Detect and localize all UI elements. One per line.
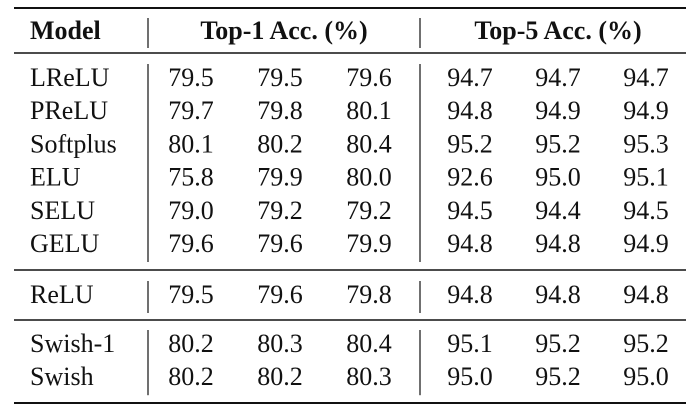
accuracy-cell: 79.6: [346, 63, 392, 92]
accuracy-cell: 94.5: [447, 196, 493, 225]
accuracy-cell: 94.9: [623, 96, 669, 125]
accuracy-cell: 95.0: [447, 362, 493, 391]
accuracy-cell: 95.2: [535, 362, 581, 391]
model-name: PReLU: [30, 96, 108, 125]
accuracy-cell: 94.8: [447, 229, 493, 258]
accuracy-cell: 80.3: [257, 329, 303, 358]
accuracy-cell: 80.4: [346, 129, 392, 158]
model-name: GELU: [30, 229, 100, 258]
model-name: Softplus: [30, 129, 117, 158]
accuracy-cell: 80.3: [346, 362, 392, 391]
accuracy-cell: 79.5: [257, 63, 303, 92]
model-name: Swish-1: [30, 329, 115, 358]
accuracy-cell: 79.0: [168, 196, 214, 225]
accuracy-cell: 80.2: [257, 129, 303, 158]
accuracy-cell: 95.2: [535, 129, 581, 158]
accuracy-cell: 94.8: [535, 229, 581, 258]
model-name: ReLU: [30, 280, 94, 309]
accuracy-cell: 79.9: [257, 163, 303, 192]
accuracy-cell: 95.0: [623, 362, 669, 391]
accuracy-cell: 80.2: [257, 362, 303, 391]
accuracy-cell: 79.6: [257, 229, 303, 258]
accuracy-cell: 80.2: [168, 362, 214, 391]
header-cell: Model: [30, 16, 101, 45]
accuracy-cell: 94.8: [623, 280, 669, 309]
accuracy-cell: 79.5: [168, 280, 214, 309]
accuracy-cell: 79.7: [168, 96, 214, 125]
model-name: LReLU: [30, 63, 110, 92]
accuracy-cell: 80.2: [168, 329, 214, 358]
accuracy-cell: 94.8: [447, 96, 493, 125]
accuracy-cell: 79.9: [346, 229, 392, 258]
accuracy-cell: 94.4: [535, 196, 581, 225]
accuracy-cell: 79.2: [346, 196, 392, 225]
accuracy-cell: 80.1: [346, 96, 392, 125]
header-cell: Top-1 Acc. (%): [200, 16, 367, 45]
accuracy-cell: 95.2: [447, 129, 493, 158]
accuracy-cell: 75.8: [168, 163, 214, 192]
accuracy-cell: 95.1: [447, 329, 493, 358]
accuracy-cell: 79.8: [346, 280, 392, 309]
model-name: Swish: [30, 362, 94, 391]
accuracy-cell: 95.1: [623, 163, 669, 192]
accuracy-cell: 79.5: [168, 63, 214, 92]
accuracy-cell: 80.0: [346, 163, 392, 192]
accuracy-cell: 94.5: [623, 196, 669, 225]
model-name: ELU: [30, 163, 81, 192]
accuracy-cell: 79.2: [257, 196, 303, 225]
accuracy-cell: 79.6: [257, 280, 303, 309]
accuracy-cell: 80.4: [346, 329, 392, 358]
accuracy-cell: 79.6: [168, 229, 214, 258]
accuracy-cell: 94.8: [447, 280, 493, 309]
accuracy-cell: 94.7: [623, 63, 669, 92]
accuracy-cell: 92.6: [447, 163, 493, 192]
accuracy-cell: 94.9: [535, 96, 581, 125]
accuracy-cell: 94.8: [535, 280, 581, 309]
accuracy-cell: 94.9: [623, 229, 669, 258]
accuracy-cell: 95.0: [535, 163, 581, 192]
accuracy-cell: 94.7: [447, 63, 493, 92]
accuracy-cell: 94.7: [535, 63, 581, 92]
accuracy-cell: 95.3: [623, 129, 669, 158]
accuracy-cell: 79.8: [257, 96, 303, 125]
accuracy-cell: 80.1: [168, 129, 214, 158]
accuracy-cell: 95.2: [535, 329, 581, 358]
model-name: SELU: [30, 196, 95, 225]
accuracy-cell: 95.2: [623, 329, 669, 358]
header-cell: Top-5 Acc. (%): [474, 16, 641, 45]
